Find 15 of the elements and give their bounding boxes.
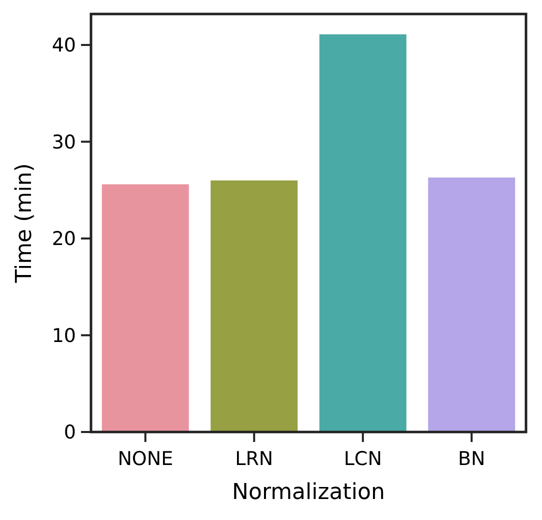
y-tick-label: 30 [52,131,76,154]
x-tick-label: NONE [118,448,174,470]
y-tick-label: 0 [64,422,76,444]
y-axis-title: Time (min) [12,163,37,284]
x-tick-label: LRN [235,448,274,470]
bar [102,184,189,432]
x-tick-label: BN [458,448,486,470]
bar [428,178,516,432]
bar [319,34,406,432]
x-tick-label: LCN [344,448,382,470]
y-tick-label: 10 [52,324,76,347]
bar [210,180,298,432]
y-tick-label: 40 [52,34,76,57]
x-axis-title: Normalization [232,480,385,505]
y-tick-label: 20 [52,228,76,250]
